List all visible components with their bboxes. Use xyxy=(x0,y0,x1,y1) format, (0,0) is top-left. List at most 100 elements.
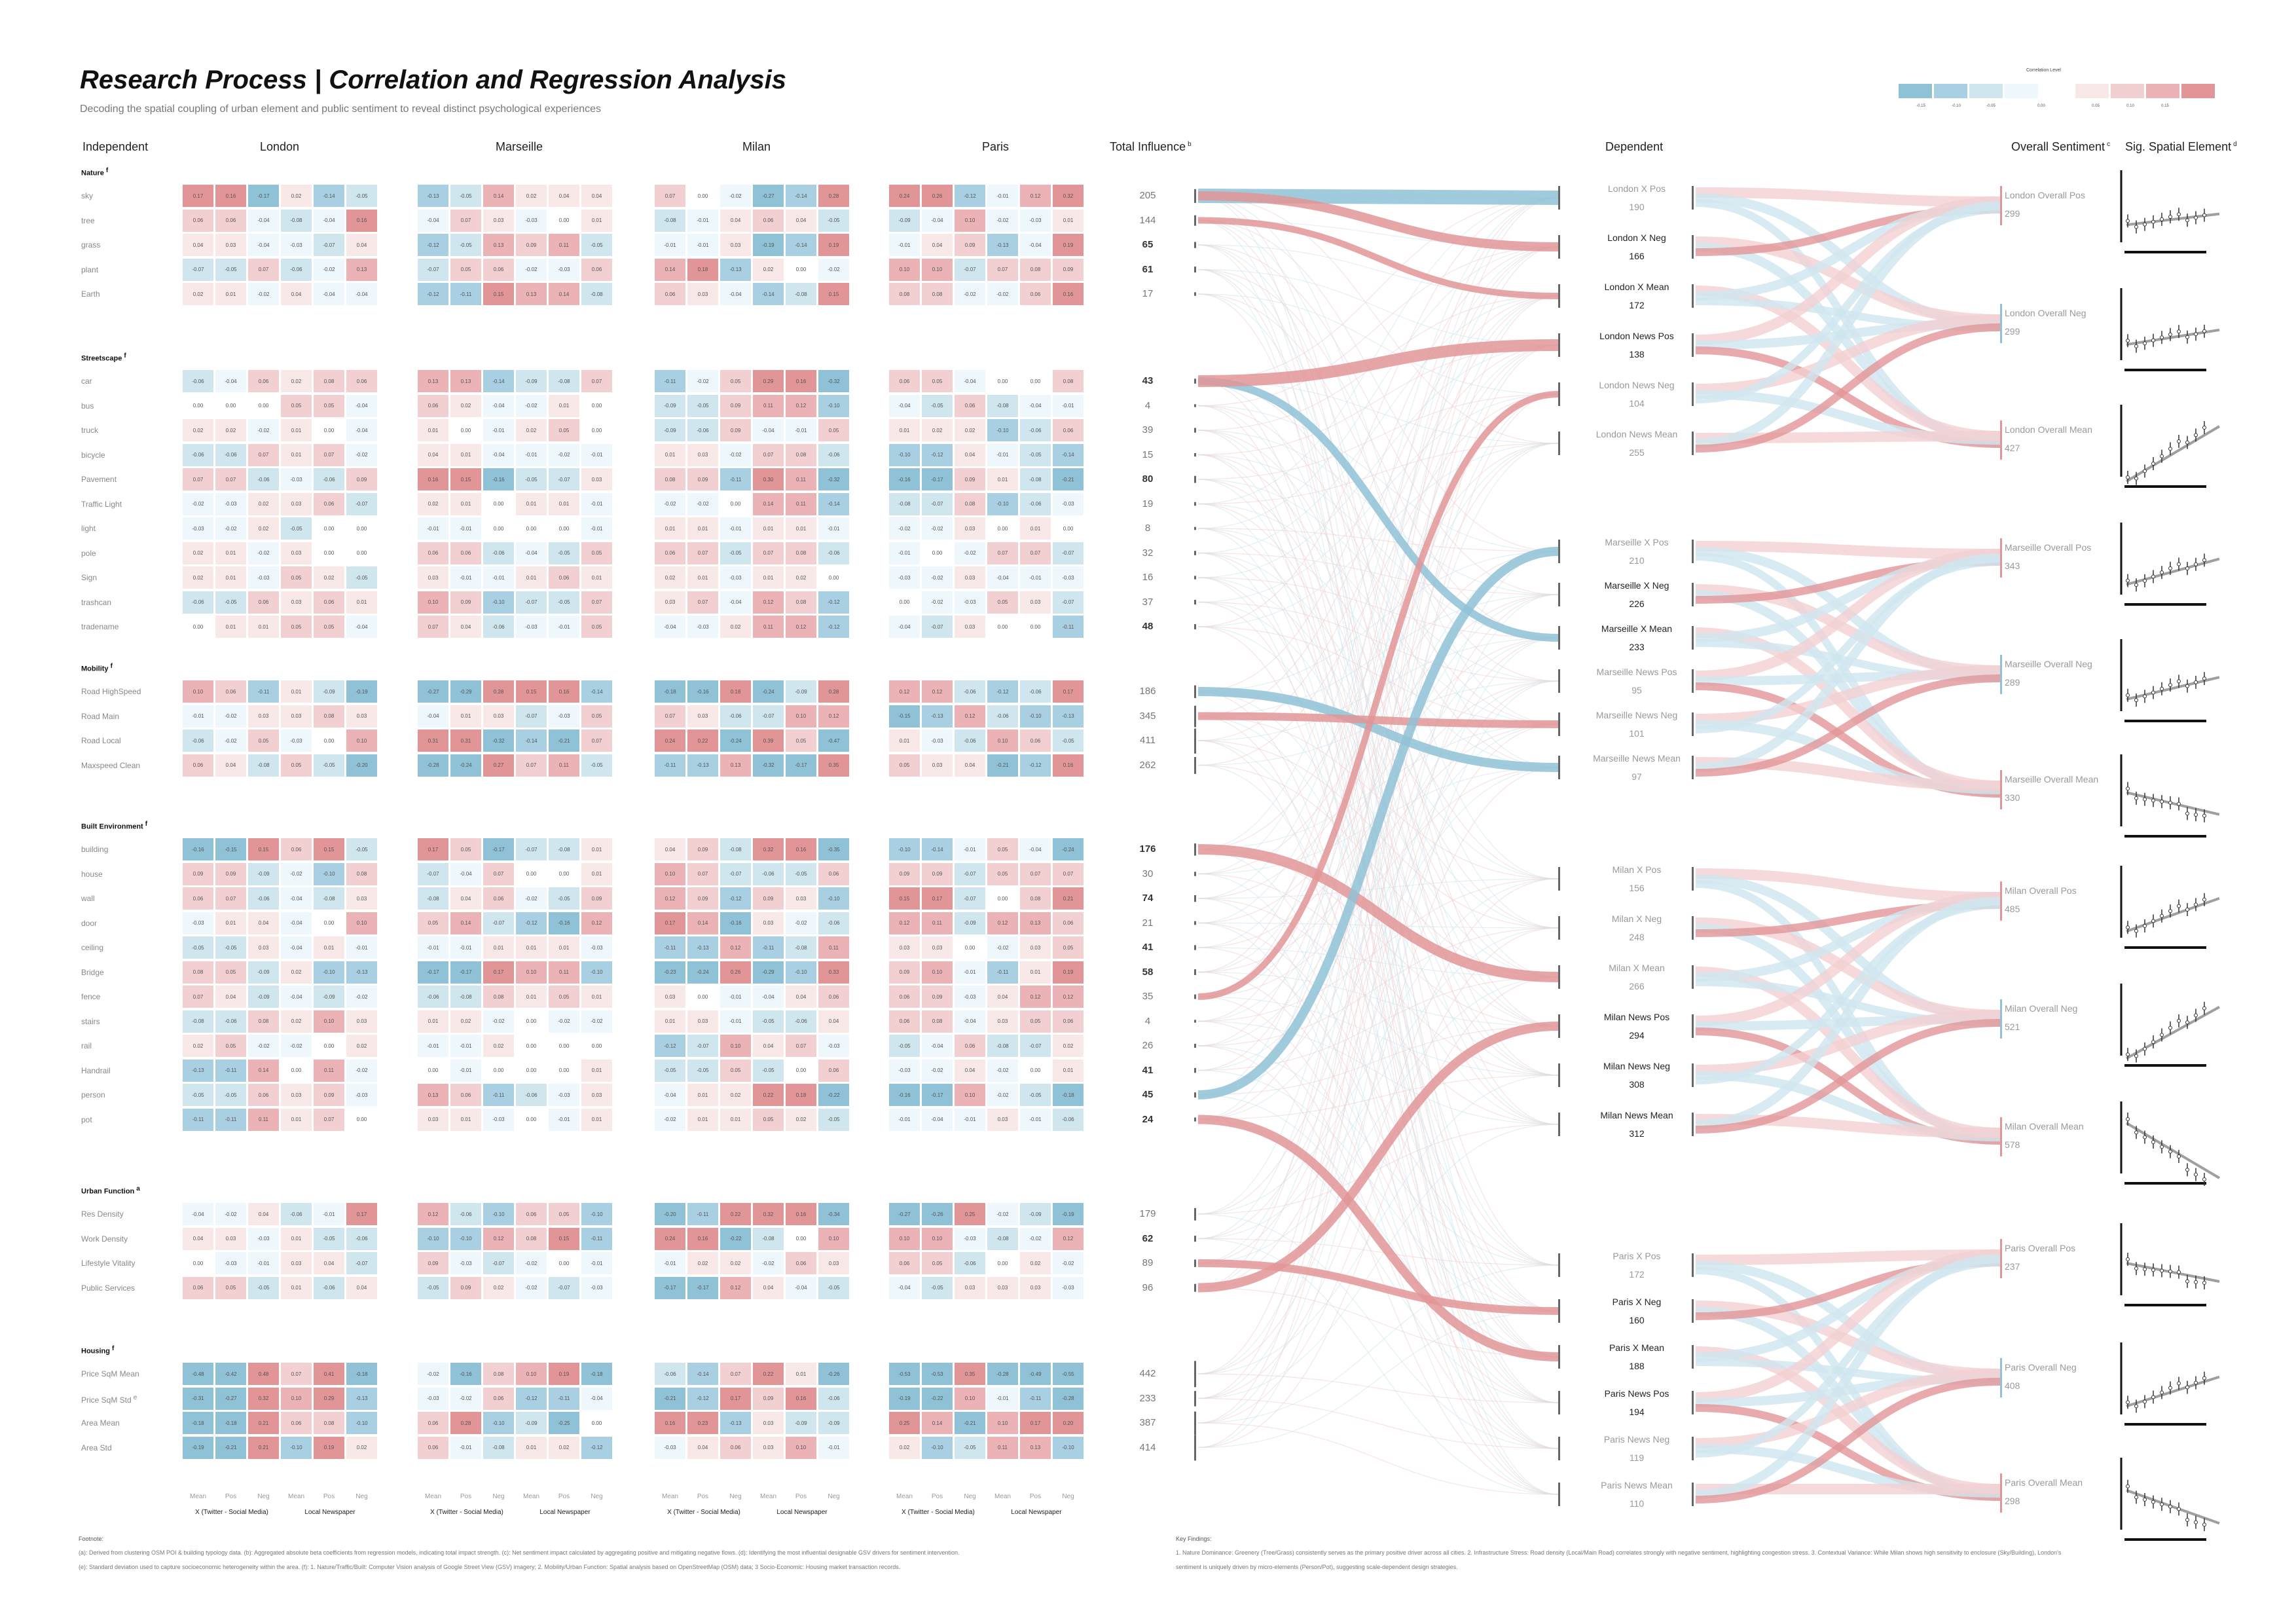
data-point xyxy=(2126,1400,2130,1405)
heatmap-cell: -0.06 xyxy=(1053,1108,1084,1131)
heatmap-cell: 0.00 xyxy=(450,419,481,441)
data-point xyxy=(2177,329,2181,334)
data-point xyxy=(2151,690,2155,695)
data-point xyxy=(2160,1390,2164,1395)
heatmap-cell: 0.12 xyxy=(1020,185,1051,207)
heatmap-cell: 0.05 xyxy=(314,616,344,638)
heatmap-cell: -0.14 xyxy=(922,838,953,860)
heatmap-cell: -0.18 xyxy=(346,1363,377,1385)
heatmap-cell: -0.01 xyxy=(450,1035,481,1057)
heatmap-cell: 0.09 xyxy=(450,1276,481,1299)
heatmap-cell: 0.03 xyxy=(786,887,816,910)
heatmap-cell: -0.02 xyxy=(549,443,579,466)
data-point xyxy=(2177,212,2181,217)
heatmap-cell: 0.00 xyxy=(1020,370,1051,392)
data-point xyxy=(2168,447,2172,451)
heatmap-cell: -0.04 xyxy=(720,591,751,614)
total-influence-value: 24 xyxy=(1142,1113,1154,1125)
legend-swatch xyxy=(1899,84,1932,98)
heatmap-cell: 0.01 xyxy=(786,1363,816,1385)
heatmap-cell: 0.32 xyxy=(753,1203,784,1225)
heatmap-cell: 0.14 xyxy=(248,1059,279,1082)
row-label: building xyxy=(81,845,109,854)
heatmap-cell: -0.03 xyxy=(281,468,312,490)
heatmap-cell: 0.05 xyxy=(581,542,612,564)
data-point xyxy=(2185,440,2189,445)
dependent-node xyxy=(1692,867,1694,891)
independent-dependent-flow xyxy=(1197,680,1559,1449)
dependent-overall-flow xyxy=(1695,187,2001,207)
heatmap-cell: 0.01 xyxy=(889,419,920,441)
heatmap-cell: -0.01 xyxy=(687,209,718,232)
overall-label: London Overall Mean xyxy=(2005,424,2092,435)
heatmap-cell: 0.05 xyxy=(549,419,579,441)
dependent-node xyxy=(1558,626,1560,650)
heatmap-cell: 0.02 xyxy=(1020,1252,1051,1274)
heatmap-cell: -0.01 xyxy=(889,542,920,564)
regression-plot xyxy=(2120,1101,2221,1186)
independent-dependent-flow xyxy=(1197,197,1559,505)
data-point xyxy=(2168,1504,2172,1509)
heatmap-cell: 0.19 xyxy=(314,1436,344,1459)
dependent-node xyxy=(1692,333,1694,357)
independent-dependent-flow xyxy=(1197,1422,1559,1495)
row-label: Area Mean xyxy=(81,1418,120,1428)
heatmap-cell: 0.23 xyxy=(687,1412,718,1434)
heatmap-cell: -0.05 xyxy=(183,1084,213,1106)
heatmap-cell: 0.02 xyxy=(753,258,784,281)
axis-metric-label: Neg xyxy=(591,1493,603,1500)
heatmap-cell: 0.04 xyxy=(281,283,312,305)
heatmap-cell: 0.03 xyxy=(483,209,514,232)
heatmap-cell: 0.12 xyxy=(889,912,920,934)
heatmap-cell: 0.01 xyxy=(418,419,448,441)
heatmap-cell: 0.04 xyxy=(314,1252,344,1274)
legend-swatch xyxy=(2146,84,2179,98)
heatmap-cell: 0.02 xyxy=(183,542,213,564)
heatmap-cell: -0.08 xyxy=(987,1227,1018,1250)
overall-sentiment-header: Overall Sentiment c xyxy=(2011,140,2111,153)
heatmap-cell: 0.08 xyxy=(314,370,344,392)
group-label: Built Environment f xyxy=(81,821,148,831)
heatmap-cell: 0.00 xyxy=(955,936,985,959)
heatmap-cell: 0.02 xyxy=(346,1436,377,1459)
data-point xyxy=(2177,1507,2181,1511)
heatmap-cell: -0.15 xyxy=(889,705,920,728)
heatmap-cell: 0.01 xyxy=(516,936,547,959)
dependent-value: 119 xyxy=(1629,1452,1645,1463)
independent-dependent-flow xyxy=(1197,767,1559,1120)
dependent-node xyxy=(1558,669,1560,693)
heatmap-cell: 0.26 xyxy=(720,961,751,984)
data-point xyxy=(2202,558,2206,563)
independent-node xyxy=(1194,404,1196,407)
heatmap-cell: -0.04 xyxy=(516,542,547,564)
total-influence-value: 15 xyxy=(1142,449,1154,460)
heatmap-cell: 0.24 xyxy=(655,729,685,752)
page-subtitle: Decoding the spatial coupling of urban e… xyxy=(80,103,602,115)
heatmap-cell: -0.14 xyxy=(581,680,612,703)
data-point xyxy=(2160,1033,2164,1037)
heatmap-cell: -0.05 xyxy=(314,1227,344,1250)
heatmap-cell: 0.09 xyxy=(922,862,953,885)
data-point xyxy=(2177,904,2181,908)
heatmap-cell: -0.11 xyxy=(581,1227,612,1250)
dependent-value: 95 xyxy=(1631,685,1642,695)
footnote-line-2: (e): Standard deviation used to capture … xyxy=(79,1564,901,1570)
dependent-label: Milan X Neg xyxy=(1611,913,1662,924)
heatmap-cell: 0.01 xyxy=(549,936,579,959)
heatmap-cell: 0.00 xyxy=(314,1035,344,1057)
dependent-overall-flow xyxy=(1695,674,2001,777)
total-influence-value: 411 xyxy=(1140,735,1156,746)
heatmap-cell: 0.01 xyxy=(281,443,312,466)
heatmap-cell: 0.02 xyxy=(183,566,213,589)
heatmap-cell: -0.14 xyxy=(516,729,547,752)
row-label: Traffic Light xyxy=(81,499,122,509)
group-label: Streetscape f xyxy=(81,352,126,363)
independent-node xyxy=(1194,921,1196,925)
dependent-label: Paris News Mean xyxy=(1601,1480,1673,1490)
heatmap-cell: -0.02 xyxy=(687,370,718,392)
heatmap-cell: 0.18 xyxy=(687,258,718,281)
total-influence-value: 58 xyxy=(1142,966,1154,978)
total-influence-value: 414 xyxy=(1139,1441,1156,1453)
heatmap-cell: -0.04 xyxy=(346,283,377,305)
heatmap-cell: 0.08 xyxy=(922,1010,953,1033)
